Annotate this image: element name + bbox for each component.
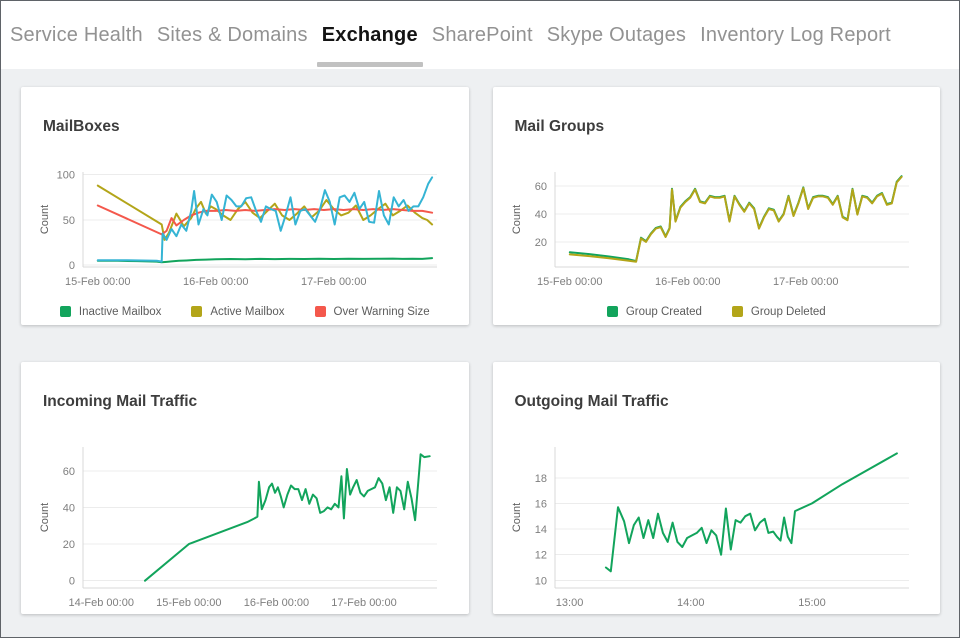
y-axis-title: Count (511, 503, 523, 532)
card-incoming-mail-traffic: Incoming Mail Traffic 0 20 40 60 14-Feb 00:0… (21, 362, 469, 614)
mailboxes-chart[interactable]: 0 50 100 15-Feb 00:00 16-Feb 00:00 17-Feb 00:… (37, 165, 453, 297)
x-tick-label: 16-Feb 00:00 (183, 276, 248, 288)
tab-label: Exchange (321, 23, 418, 46)
y-tick-label: 0 (69, 575, 75, 587)
legend-label: Group Created (625, 305, 702, 318)
legend-swatch (731, 306, 743, 318)
series-line-incoming (144, 453, 431, 582)
tab-service-health[interactable]: Service Health (3, 1, 150, 69)
legend-item-over-warning-size[interactable]: Over Warning Size (314, 305, 430, 318)
y-tick-label: 40 (63, 502, 75, 514)
chart-svg-mail-groups: 20 40 60 15-Feb 00:00 16-Feb 00:00 17-Feb 00:… (511, 171, 909, 288)
y-tick-label: 100 (57, 169, 75, 181)
dashboard-grid: MailBoxes 0 50 100 15-Feb 00:00 16-Feb 00:00… (1, 69, 959, 614)
outgoing-mail-traffic-chart[interactable]: 10 12 14 16 18 13:00 14:00 15:00 Count (509, 440, 925, 614)
y-axis-title: Count (511, 205, 523, 234)
y-axis-title: Count (39, 205, 51, 234)
y-tick-label: 16 (534, 498, 546, 510)
mailboxes-legend: Inactive Mailbox Active Mailbox Over Warni… (37, 297, 453, 325)
x-tick-label: 14-Feb 00:00 (69, 597, 134, 609)
chart-svg-outgoing-mail-traffic: 10 12 14 16 18 13:00 14:00 15:00 Count (511, 446, 909, 609)
tab-label: Inventory Log Report (700, 23, 891, 46)
series-line-unnamed (96, 176, 434, 263)
legend-label: Group Deleted (750, 305, 826, 318)
series-line-outgoing (604, 452, 898, 573)
tab-sharepoint[interactable]: SharePoint (425, 1, 540, 69)
tab-inventory-log-report[interactable]: Inventory Log Report (693, 1, 898, 69)
y-tick-label: 14 (534, 524, 546, 536)
x-tick-label: 15-Feb 00:00 (65, 276, 130, 288)
legend-label: Active Mailbox (210, 305, 285, 318)
chart-svg-mailboxes: 0 50 100 15-Feb 00:00 16-Feb 00:00 17-Feb 00:… (39, 169, 437, 288)
legend-swatch (314, 306, 326, 318)
series-line-active-mailbox (96, 184, 434, 241)
legend-item-active-mailbox[interactable]: Active Mailbox (191, 305, 285, 318)
x-tick-label: 13:00 (555, 597, 583, 609)
card-mailboxes: MailBoxes 0 50 100 15-Feb 00:00 16-Feb 00:00… (21, 87, 469, 325)
tab-label: SharePoint (431, 23, 533, 46)
x-tick-label: 16-Feb 00:00 (655, 276, 720, 288)
series-line-inactive-mailbox (96, 256, 434, 264)
card-mail-groups: Mail Groups 20 40 60 15-Feb 00:00 16-Feb 00:… (492, 87, 940, 325)
x-tick-label: 17-Feb 00:00 (331, 597, 396, 609)
y-tick-label: 60 (63, 466, 75, 478)
legend-item-inactive-mailbox[interactable]: Inactive Mailbox (59, 305, 162, 318)
legend-swatch (191, 306, 203, 318)
chart-title: Outgoing Mail Traffic (514, 392, 669, 410)
series-line-group-deleted (568, 175, 903, 263)
incoming-mail-traffic-chart[interactable]: 0 20 40 60 14-Feb 00:00 15-Feb 00:00 16-Feb 00… (37, 440, 453, 614)
chart-title: Incoming Mail Traffic (43, 392, 198, 410)
mail-groups-chart[interactable]: 20 40 60 15-Feb 00:00 16-Feb 00:00 17-Feb 00:… (509, 165, 925, 297)
mail-groups-legend: Group Created Group Deleted (509, 297, 925, 325)
series-line-over-warning-size (96, 204, 434, 236)
legend-item-group-created[interactable]: Group Created (606, 305, 702, 318)
x-tick-label: 16-Feb 00:00 (244, 597, 309, 609)
x-tick-label: 17-Feb 00:00 (773, 276, 838, 288)
tab-exchange[interactable]: Exchange (315, 1, 425, 69)
x-tick-label: 15-Feb 00:00 (156, 597, 221, 609)
y-tick-label: 18 (534, 472, 546, 484)
x-tick-label: 15-Feb 00:00 (537, 276, 602, 288)
chart-svg-incoming-mail-traffic: 0 20 40 60 14-Feb 00:00 15-Feb 00:00 16-Feb 00… (39, 446, 437, 609)
chart-title: MailBoxes (43, 117, 120, 135)
legend-swatch (59, 306, 71, 318)
chart-title: Mail Groups (514, 117, 605, 135)
card-outgoing-mail-traffic: Outgoing Mail Traffic 10 12 14 16 18 13:00 14:… (492, 362, 940, 614)
y-tick-label: 12 (534, 549, 546, 561)
y-tick-label: 50 (63, 215, 75, 227)
tab-label: Service Health (10, 23, 143, 46)
x-tick-label: 15:00 (798, 597, 826, 609)
active-tab-underline (316, 62, 423, 67)
y-tick-label: 60 (534, 181, 546, 193)
tab-sites-domains[interactable]: Sites & Domains (150, 1, 315, 69)
y-tick-label: 20 (63, 539, 75, 551)
y-tick-label: 10 (534, 575, 546, 587)
legend-label: Over Warning Size (333, 305, 430, 318)
legend-item-group-deleted[interactable]: Group Deleted (731, 305, 826, 318)
tab-skype-outages[interactable]: Skype Outages (540, 1, 693, 69)
x-tick-label: 17-Feb 00:00 (301, 276, 366, 288)
x-tick-label: 14:00 (677, 597, 705, 609)
y-axis-title: Count (39, 503, 51, 532)
y-tick-label: 0 (69, 260, 75, 272)
legend-label: Inactive Mailbox (78, 305, 162, 318)
y-tick-label: 20 (534, 237, 546, 249)
legend-swatch (606, 306, 618, 318)
tab-label: Skype Outages (546, 23, 687, 46)
tab-bar: Service Health Sites & Domains Exchange Sha… (1, 1, 959, 69)
tab-label: Sites & Domains (156, 23, 308, 46)
y-tick-label: 40 (534, 209, 546, 221)
